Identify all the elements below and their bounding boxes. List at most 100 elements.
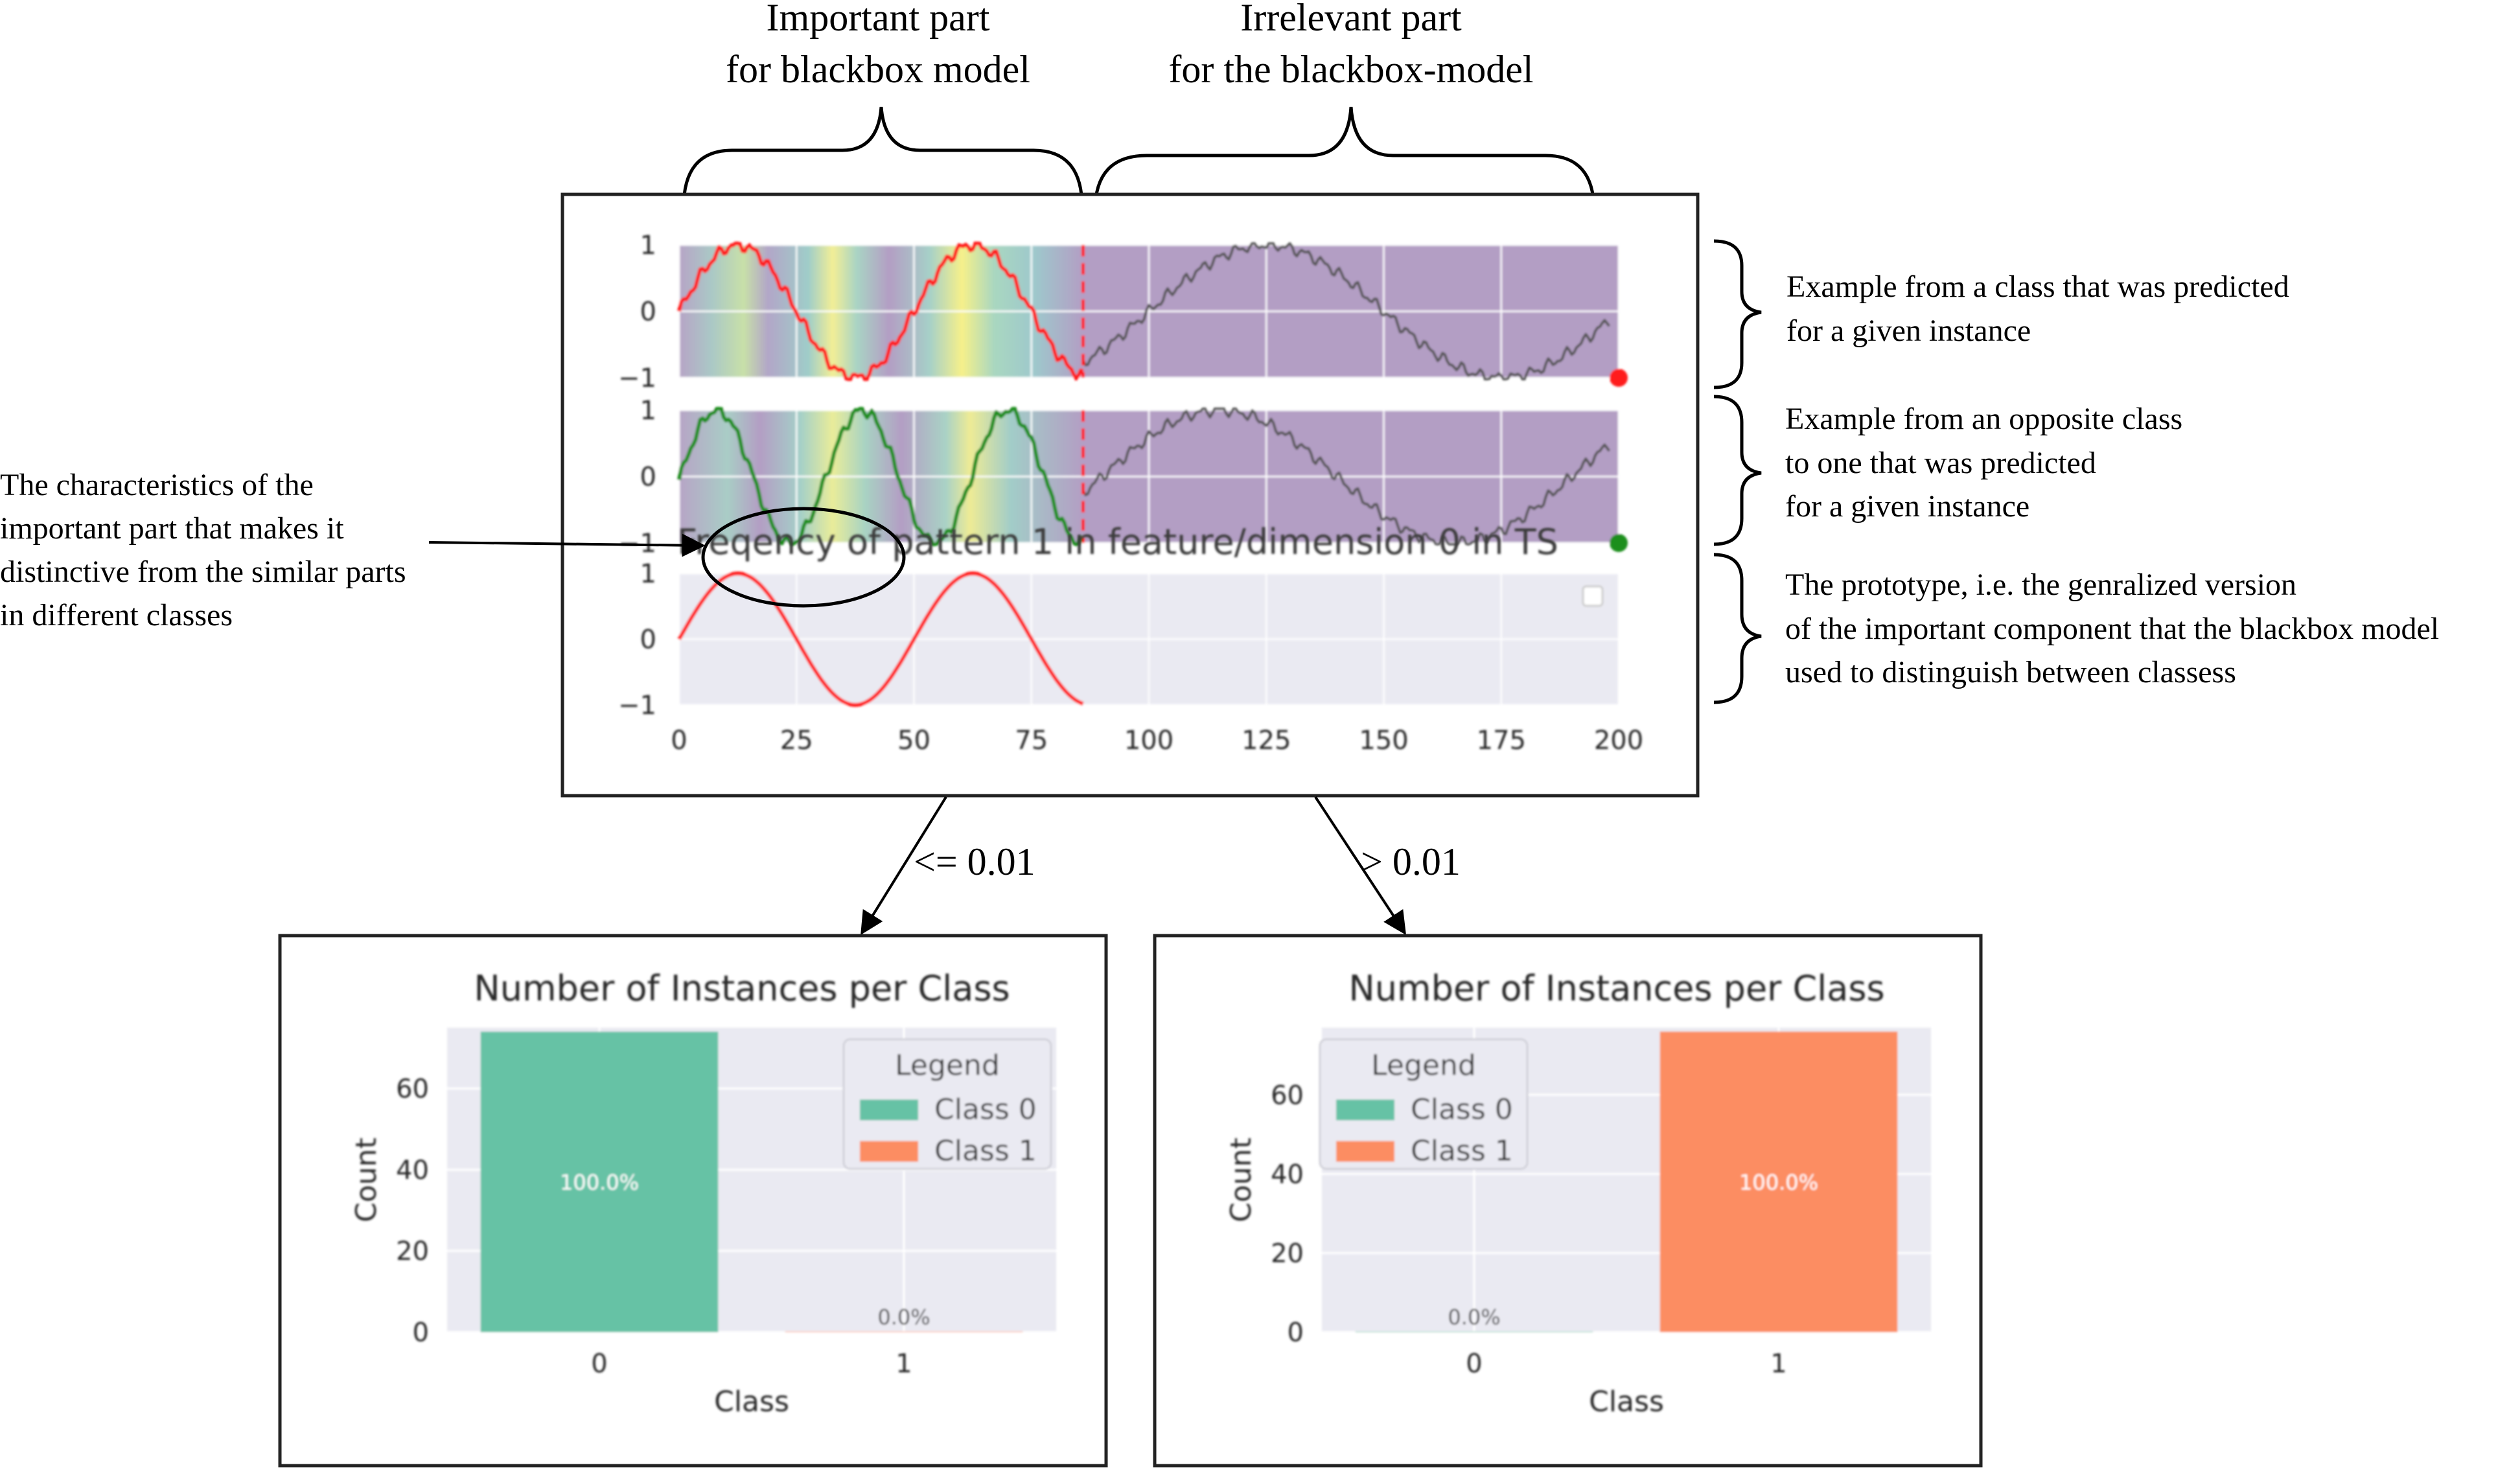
opposite-example-line3: for a given instance	[1785, 489, 2029, 524]
x-tick-label: 0	[1466, 1349, 1482, 1379]
x-tick-label: 0	[591, 1349, 607, 1379]
y-tick-label: 0	[640, 625, 656, 655]
chart-title: Number of Instances per Class	[474, 968, 1010, 1009]
bar-percent-label: 0.0%	[1448, 1305, 1500, 1330]
y-tick-label: 0	[640, 463, 656, 492]
x-tick-label: 1	[1770, 1349, 1786, 1379]
characteristics-line3: distinctive from the similar parts	[0, 555, 406, 589]
legend-box	[842, 1038, 1052, 1170]
prototype-line3: used to distinguish between classess	[1785, 655, 2236, 689]
legend-swatch-class-0	[860, 1100, 918, 1120]
chart-legend: Legend Class 0 Class 1	[1319, 1038, 1529, 1170]
legend-swatch-class-1	[1336, 1141, 1394, 1162]
opposite-example-brace	[1713, 395, 1762, 546]
irrelevant-part-brace	[1093, 106, 1596, 211]
y-tick-label: 20	[1271, 1239, 1304, 1269]
x-tick-label: 1	[896, 1349, 912, 1379]
irrelevant-part-line2: for the blackbox-model	[1168, 48, 1533, 91]
y-tick-label: 1	[640, 396, 656, 426]
series-important-green	[677, 407, 1083, 546]
timeseries-figure: 10−110−110−10 25 50 75 100 125 150 175 200 Freqe…	[561, 192, 1700, 798]
important-part-line2: for blackbox model	[726, 48, 1030, 91]
legend-title: Legend	[895, 1049, 1000, 1082]
important-part-annotation: Important part for blackbox model	[682, 0, 1084, 208]
y-tick-label: 60	[396, 1074, 429, 1104]
characteristics-line4: in different classes	[0, 598, 233, 632]
prototype-line2: of the important component that the blac…	[1785, 612, 2439, 646]
instance-marker	[1610, 369, 1628, 387]
opposite-example-annotation: Example from an opposite class to one th…	[1713, 395, 2182, 546]
prototype-annotation: The prototype, i.e. the genralized versi…	[1713, 553, 2439, 704]
characteristics-ellipse	[701, 507, 906, 608]
predicted-example-line1: Example from a class that was predicted	[1786, 270, 2289, 304]
leaf-chart-body: Number of Instances per Class 0 20 40 60 0.0%…	[1225, 968, 1931, 1418]
left-split-arrow	[861, 796, 947, 936]
characteristics-line1: The characteristics of the	[0, 468, 314, 502]
legend-entry-class-0: Class 0	[1411, 1093, 1513, 1126]
legend-entry-class-0: Class 0	[934, 1093, 1037, 1126]
y-tick-label: 1	[640, 231, 656, 260]
series-prototype-red	[677, 571, 1084, 707]
right-split-arrow	[1314, 796, 1406, 936]
x-tick-label: 50	[897, 726, 931, 755]
predicted-example-line2: for a given instance	[1786, 314, 2031, 348]
x-tick-label: 100	[1124, 726, 1173, 755]
chart-title: Number of Instances per Class	[1348, 968, 1884, 1009]
x-axis-label: Class	[714, 1385, 789, 1418]
important-part-brace	[682, 106, 1084, 208]
characteristics-arrow	[428, 533, 706, 557]
y-tick-label: 40	[1271, 1160, 1304, 1190]
legend-entry-class-1: Class 1	[934, 1135, 1037, 1168]
characteristics-line2: important part that makes it	[0, 511, 344, 546]
empty-legend-box	[1582, 585, 1604, 607]
y-tick-label: 1	[640, 559, 656, 589]
x-tick-label: 25	[780, 726, 813, 755]
x-tick-label: 150	[1359, 726, 1408, 755]
y-axis-label: Count	[1225, 1138, 1258, 1223]
right-leaf-chart: Number of Instances per Class 0 20 40 60 0.0%…	[1153, 934, 1983, 1468]
x-tick-label: 75	[1015, 726, 1048, 755]
series-irrelevant-gray	[1081, 408, 1611, 546]
y-tick-label: 0	[640, 297, 656, 327]
split-arrows: <= 0.01 > 0.01	[861, 796, 1461, 936]
opposite-example-line2: to one that was predicted	[1785, 446, 2096, 480]
x-tick-label: 125	[1242, 726, 1291, 755]
irrelevant-part-line1: Irrelevant part	[1240, 0, 1462, 39]
prototype-brace	[1713, 553, 1762, 704]
x-tick-label: 200	[1594, 726, 1643, 755]
bar-percent-label: 0.0%	[877, 1305, 930, 1330]
y-tick-label: −1	[618, 691, 656, 721]
y-tick-label: 20	[396, 1237, 429, 1267]
chart-legend: Legend Class 0 Class 1	[842, 1038, 1052, 1170]
prototype-title: Freqency of pattern 1 in feature/dimensi…	[677, 522, 1558, 562]
legend-swatch-class-1	[860, 1141, 918, 1162]
legend-entry-class-1: Class 1	[1411, 1135, 1513, 1168]
series-important-red	[677, 241, 1084, 381]
bar-percent-label: 100.0%	[1739, 1170, 1818, 1195]
series-irrelevant-gray	[1081, 242, 1611, 380]
opposite-example-line1: Example from an opposite class	[1785, 402, 2182, 436]
x-tick-label: 0	[671, 726, 687, 755]
bar-class-1	[1659, 1032, 1898, 1332]
y-tick-label: 40	[396, 1155, 429, 1185]
ts-panel-opposite-class-example: 10−1	[618, 396, 1628, 559]
bar-percent-label: 100.0%	[560, 1170, 639, 1195]
x-tick-label: 175	[1477, 726, 1526, 755]
prototype-line1: The prototype, i.e. the genralized versi…	[1785, 568, 2296, 602]
ts-panel-prototype: 1 0 −1 0 25 50 75 100 125 150 175 200	[618, 559, 1643, 755]
left-leaf-chart: Number of Instances per Class0204060100.…	[278, 934, 1108, 1468]
y-tick-label: 0	[413, 1318, 429, 1348]
predicted-example-annotation: Example from a class that was predicted …	[1713, 239, 2289, 389]
y-tick-label: −1	[618, 363, 656, 393]
legend-title: Legend	[1371, 1049, 1476, 1082]
irrelevant-part-annotation: Irrelevant part for the blackbox-model	[1093, 0, 1596, 211]
y-axis-label: Count	[350, 1138, 383, 1223]
y-tick-label: 0	[1288, 1318, 1304, 1348]
left-split-label: <= 0.01	[914, 840, 1035, 883]
important-part-line1: Important part	[767, 0, 990, 39]
ts-panel-predicted-class-example: 1 0 −1	[618, 231, 1628, 393]
instance-marker	[1610, 534, 1628, 552]
characteristics-annotation: The characteristics of the important par…	[0, 468, 906, 632]
leaf-chart-body: Number of Instances per Class0204060100.…	[350, 968, 1056, 1418]
